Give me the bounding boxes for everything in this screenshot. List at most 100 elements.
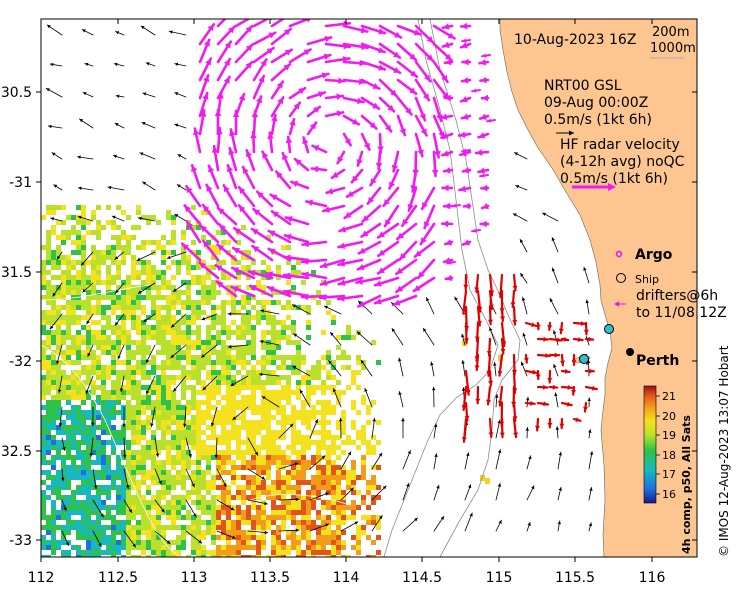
x-tick-label: 112 bbox=[28, 570, 55, 586]
isobath-1000m-label: 1000m bbox=[650, 41, 696, 56]
arrow-head bbox=[250, 132, 257, 139]
arrow-head bbox=[320, 279, 328, 287]
arrow-head bbox=[177, 184, 181, 188]
arrow-head bbox=[266, 48, 274, 55]
arrow-head bbox=[57, 389, 62, 393]
arrow-head bbox=[372, 418, 376, 422]
arrow-head bbox=[321, 455, 326, 460]
current-arrow bbox=[151, 406, 156, 428]
arrow-head bbox=[390, 89, 397, 97]
arrow-head bbox=[291, 180, 299, 188]
arrow-head bbox=[232, 267, 240, 274]
arrow-head bbox=[442, 150, 450, 157]
arrow-head bbox=[482, 53, 487, 58]
arrow-head bbox=[480, 113, 487, 120]
arrow-head bbox=[472, 88, 477, 93]
arrow-head bbox=[216, 128, 223, 135]
arrow-head bbox=[520, 273, 524, 277]
arrow-head bbox=[547, 325, 553, 330]
arrow-head bbox=[53, 184, 58, 188]
arrow-head bbox=[489, 327, 493, 331]
arrow-head bbox=[444, 94, 451, 102]
datetime-label: 10-Aug-2023 16Z bbox=[514, 32, 636, 48]
arrow-head bbox=[82, 288, 87, 293]
arrow-head bbox=[285, 216, 293, 223]
arrow-head bbox=[248, 269, 256, 277]
arrow-head bbox=[575, 417, 581, 422]
y-tick-label: -31 bbox=[9, 175, 32, 191]
current-arrow bbox=[258, 373, 280, 377]
arrow-head bbox=[85, 390, 89, 394]
arrow-head bbox=[173, 387, 177, 392]
colorbar-tick-label: 19 bbox=[662, 429, 676, 442]
arrow-head bbox=[531, 485, 535, 490]
arrow-head bbox=[245, 44, 253, 52]
arrow-head bbox=[336, 110, 344, 117]
current-arrow bbox=[261, 395, 280, 408]
arrow-head bbox=[560, 360, 565, 366]
arrow-head bbox=[474, 365, 480, 371]
hf-scale-arrow bbox=[572, 183, 616, 191]
arrow-head bbox=[406, 483, 410, 487]
arrow-head bbox=[510, 302, 516, 307]
arrow-head bbox=[339, 226, 347, 233]
arrow-head bbox=[422, 202, 428, 209]
arrow-head bbox=[81, 261, 85, 266]
arrow-head bbox=[378, 64, 385, 71]
arrow-head bbox=[442, 41, 450, 49]
arrow-head bbox=[500, 316, 506, 322]
arrow-head bbox=[52, 292, 56, 297]
arrow-head bbox=[338, 279, 346, 286]
arrow-head bbox=[585, 299, 589, 304]
arrow-head bbox=[478, 167, 485, 174]
arrow-head bbox=[535, 374, 541, 380]
arrow-head bbox=[461, 437, 467, 442]
arrow-head bbox=[114, 123, 119, 127]
current-arrow bbox=[184, 406, 187, 428]
arrow-head bbox=[447, 32, 455, 39]
arrow-head bbox=[357, 263, 365, 271]
y-tick-label: -33 bbox=[9, 533, 32, 549]
arrow-head bbox=[50, 325, 54, 330]
arrow-head bbox=[356, 278, 363, 285]
current-arrow bbox=[211, 406, 218, 427]
arrow-head bbox=[167, 255, 171, 260]
current-arrow bbox=[166, 251, 187, 259]
arrow-head bbox=[531, 322, 537, 328]
arrow-head bbox=[461, 22, 468, 30]
colorbar-title: 4h comp, p50, All Sats bbox=[680, 415, 693, 554]
arrow-head bbox=[62, 446, 66, 451]
current-arrow bbox=[356, 331, 373, 346]
arrow-head bbox=[587, 397, 591, 401]
current-arrow bbox=[259, 340, 280, 346]
arrow-head bbox=[46, 88, 50, 92]
arrow-head bbox=[234, 228, 242, 235]
current-arrow bbox=[364, 387, 373, 408]
drifters-label-1: drifters@6h bbox=[636, 288, 718, 304]
arrow-head bbox=[385, 124, 392, 132]
arrow-head bbox=[513, 213, 517, 217]
arrow-head bbox=[369, 122, 377, 129]
arrow-head bbox=[433, 423, 438, 428]
x-tick-label: 116 bbox=[639, 570, 666, 586]
current-arrow bbox=[332, 388, 342, 408]
arrow-head bbox=[332, 388, 337, 393]
arrow-head bbox=[461, 387, 466, 391]
arrow-head bbox=[422, 93, 429, 101]
arrow-head bbox=[462, 167, 470, 174]
arrow-head bbox=[61, 477, 65, 481]
arrow-head bbox=[48, 124, 52, 129]
arrow-head bbox=[47, 24, 51, 29]
arrow-head bbox=[217, 244, 225, 251]
current-arrow bbox=[309, 419, 318, 439]
current-arrow bbox=[278, 529, 300, 532]
current-arrow bbox=[340, 451, 352, 470]
arrow-head bbox=[325, 523, 329, 527]
arrow-head bbox=[461, 96, 468, 103]
current-arrow bbox=[215, 437, 218, 459]
arrow-head bbox=[440, 113, 448, 121]
arrow-head bbox=[407, 450, 411, 455]
arrow-head bbox=[554, 392, 558, 397]
arrow-head bbox=[513, 432, 519, 438]
arrow-head bbox=[207, 24, 214, 32]
